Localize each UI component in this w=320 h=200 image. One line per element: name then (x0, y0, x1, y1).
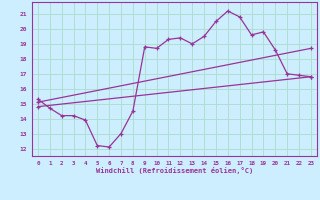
X-axis label: Windchill (Refroidissement éolien,°C): Windchill (Refroidissement éolien,°C) (96, 167, 253, 174)
